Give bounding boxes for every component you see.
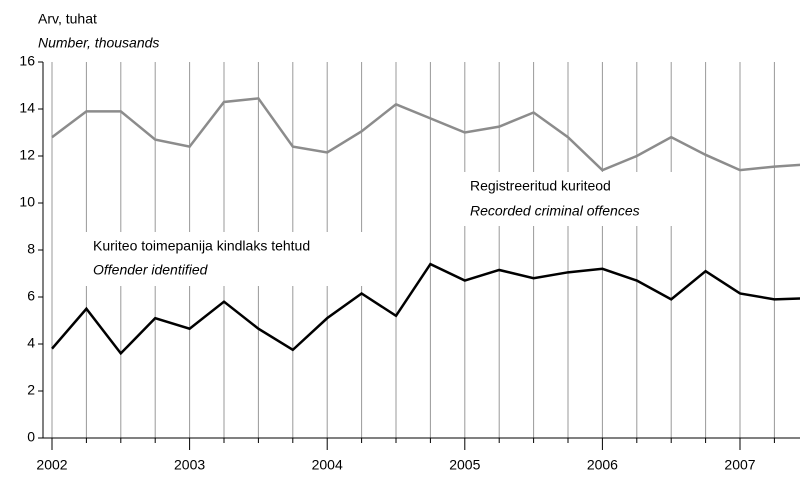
y-tick-label: 4	[27, 335, 35, 351]
series-label-en: Recorded criminal offences	[470, 203, 640, 219]
y-tick-label: 14	[19, 100, 35, 116]
unit-label: Arv, tuhat	[38, 11, 97, 27]
x-tick-label: 2004	[312, 457, 343, 473]
series-line	[51, 262, 800, 356]
y-tick-label: 6	[27, 288, 35, 304]
series-label-en: Offender identified	[93, 262, 209, 278]
unit-label-en: Number, thousands	[38, 35, 159, 51]
grid: 0 2 4 6 8 10 12 14 16 2002 2003 2004 2005 2006 2007	[19, 53, 800, 473]
label-box	[82, 232, 385, 286]
x-tick-label: 2003	[174, 457, 205, 473]
x-tick-label: 2006	[587, 457, 618, 473]
y-tick-label: 2	[27, 382, 35, 398]
y-tick-label: 8	[27, 241, 35, 257]
label-box	[460, 172, 700, 226]
y-tick-label: 16	[19, 53, 35, 69]
y-tick-label: 10	[19, 194, 35, 210]
x-tick-label: 2007	[724, 457, 755, 473]
series-label: Kuriteo toimepanija kindlaks tehtud	[93, 238, 310, 254]
lines	[51, 97, 800, 356]
series-line	[51, 97, 800, 172]
y-tick-label: 0	[27, 429, 35, 445]
labels: Registreeritud kuriteod Recorded criminal…	[82, 172, 700, 286]
series-label: Registreeritud kuriteod	[470, 178, 611, 194]
x-tick-label: 2002	[36, 457, 67, 473]
x-tick-label: 2005	[449, 457, 480, 473]
y-tick-label: 12	[19, 147, 35, 163]
